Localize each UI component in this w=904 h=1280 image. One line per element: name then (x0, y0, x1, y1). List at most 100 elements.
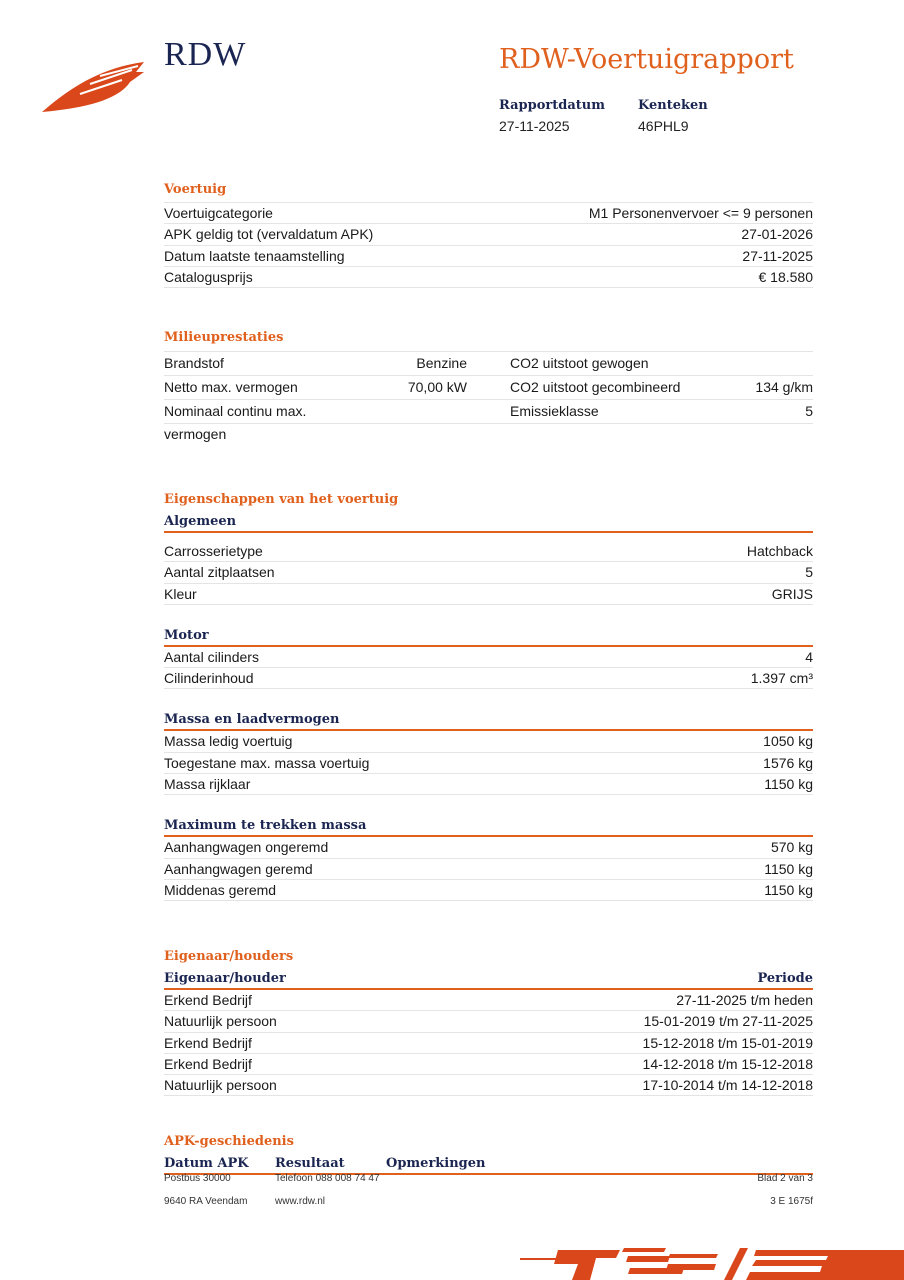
table-row: Aantal cilinders 4 (164, 647, 813, 669)
row-value: 5 (805, 564, 813, 581)
table-row: Netto max. vermogen 70,00 kW CO2 uitstoot … (164, 376, 813, 400)
row-value (344, 400, 467, 446)
row-label: Natuurlijk persoon (164, 1013, 277, 1030)
footer-code: 3 E 1675f (770, 1196, 813, 1207)
row-value: GRIJS (771, 585, 813, 602)
row-label: Voertuigcategorie (164, 205, 273, 221)
row-label: APK geldig tot (vervaldatum APK) (164, 226, 374, 243)
apk-header: Datum APK Resultaat Opmerkingen (164, 1155, 813, 1175)
row-value: 15-12-2018 t/m 15-01-2019 (642, 1034, 813, 1051)
footer-address1: Postbus 30000 (164, 1173, 231, 1184)
row-label: Aantal zitplaatsen (164, 564, 275, 581)
property-group: Motor Aantal cilinders 4 Cilinderinhoud 1.39… (164, 627, 813, 690)
section-title: APK-geschiedenis (164, 1134, 294, 1149)
row-value: 1050 kg (763, 733, 813, 750)
row-value-2: 5 (805, 403, 813, 419)
row-label: Erkend Bedrijf (164, 1034, 252, 1051)
table-row: Voertuigcategorie M1 Personenvervoer <= 9… (164, 202, 813, 225)
table-row: Toegestane max. massa voertuig 1576 kg (164, 753, 813, 775)
spacer (467, 400, 510, 446)
table-row: Massa rijklaar 1150 kg (164, 774, 813, 796)
apk-result-column-header: Resultaat (275, 1156, 345, 1171)
section-title: Milieuprestaties (164, 330, 284, 345)
row-label: Cilinderinhoud (164, 670, 254, 687)
row-label: Aantal cilinders (164, 648, 259, 665)
row-value: 570 kg (770, 839, 813, 856)
rdw-stripes-logo-icon (520, 1248, 904, 1280)
report-date-label: Rapportdatum (499, 98, 605, 113)
section-title: Eigenschappen van het voertuig (164, 492, 399, 507)
table-row: Carrosserietype Hatchback (164, 541, 813, 563)
section-eigenaar: Eigenaar/houders Eigenaar/houder Periode… (164, 949, 813, 1097)
table-row: Aanhangwagen geremd 1150 kg (164, 859, 813, 880)
row-value: 1150 kg (764, 776, 813, 793)
row-value: 27-11-2025 t/m heden (676, 992, 813, 1008)
plate-value: 46PHL9 (638, 118, 689, 134)
row-value: 27-11-2025 (742, 247, 813, 264)
group-title: Motor (164, 627, 813, 647)
footer-website[interactable]: www.rdw.nl (275, 1196, 326, 1207)
row-label: Toegestane max. massa voertuig (164, 754, 370, 771)
row-label: Datum laatste tenaamstelling (164, 247, 345, 264)
table-row: Kleur GRIJS (164, 584, 813, 605)
group-title: Algemeen (164, 513, 813, 533)
row-value: 70,00 kW (407, 379, 467, 395)
brand-name: RDW (164, 36, 247, 73)
spacer (467, 352, 510, 375)
group-title: Massa en laadvermogen (164, 711, 813, 732)
row-value: Hatchback (746, 543, 813, 559)
table-row: Brandstof Benzine CO2 uitstoot gewogen (164, 352, 813, 376)
row-value: 1576 kg (763, 754, 813, 771)
row-label: Aanhangwagen geremd (164, 860, 313, 877)
row-label: Carrosserietype (164, 543, 263, 559)
table-row: Aantal zitplaatsen 5 (164, 562, 813, 584)
spacer (467, 376, 510, 399)
row-label: Aanhangwagen ongeremd (164, 839, 329, 856)
rdw-feather-logo-icon (42, 62, 144, 112)
table-row: Natuurlijk persoon 15-01-2019 t/m 27-11-2… (164, 1011, 813, 1033)
period-column-header: Periode (757, 971, 813, 986)
section-eigenschappen: Eigenschappen van het voertuig Algemeen C… (164, 492, 813, 902)
row-label-2: Emissieklasse (510, 403, 599, 419)
row-label-2: CO2 uitstoot gewogen (510, 355, 649, 371)
row-value: 15-01-2019 t/m 27-11-2025 (643, 1013, 813, 1030)
table-row: Erkend Bedrijf 14-12-2018 t/m 15-12-2018 (164, 1054, 813, 1076)
table-row: Natuurlijk persoon 17-10-2014 t/m 14-12-2… (164, 1075, 813, 1097)
row-label: Netto max. vermogen (164, 379, 298, 395)
section-milieu: Milieuprestaties Brandstof Benzine CO2 uit… (164, 330, 813, 442)
footer-page-number: Blad 2 van 3 (757, 1173, 813, 1184)
property-group: Algemeen Carrosserietype Hatchback Aantal z… (164, 513, 813, 605)
row-label: Nominaal continu max. vermogen (164, 403, 307, 442)
row-label: Massa ledig voertuig (164, 733, 293, 750)
row-value: 1150 kg (764, 860, 813, 877)
row-label: Erkend Bedrijf (164, 1055, 252, 1072)
section-apk: APK-geschiedenis Datum APK Resultaat Opm… (164, 1135, 813, 1175)
row-label: Kleur (164, 585, 197, 602)
row-value-2: 134 g/km (755, 379, 813, 395)
row-value: 4 (805, 648, 813, 665)
table-row: Middenas geremd 1150 kg (164, 880, 813, 902)
property-group: Maximum te trekken massa Aanhangwagen ong… (164, 817, 813, 902)
table-row: Cilinderinhoud 1.397 cm³ (164, 668, 813, 690)
row-value: 17-10-2014 t/m 14-12-2018 (642, 1077, 813, 1094)
table-row: Aanhangwagen ongeremd 570 kg (164, 837, 813, 859)
row-value: 14-12-2018 t/m 15-12-2018 (642, 1055, 813, 1072)
row-value: 1150 kg (764, 881, 813, 898)
table-row: Nominaal continu max. vermogen Emissiekla… (164, 400, 813, 442)
apk-remarks-column-header: Opmerkingen (386, 1156, 486, 1171)
table-row: Datum laatste tenaamstelling 27-11-2025 (164, 246, 813, 267)
section-title: Eigenaar/houders (164, 949, 294, 964)
row-label: Erkend Bedrijf (164, 992, 252, 1008)
owner-column-header: Eigenaar/houder (164, 971, 286, 986)
apk-date-column-header: Datum APK (164, 1156, 249, 1171)
row-label: Brandstof (164, 355, 224, 371)
owners-header: Eigenaar/houder Periode (164, 970, 813, 990)
row-label: Massa rijklaar (164, 776, 251, 793)
table-row: Catalogusprijs € 18.580 (164, 267, 813, 289)
footer-address2: 9640 RA Veendam (164, 1196, 248, 1207)
footer-phone: Telefoon 088 008 74 47 (275, 1173, 380, 1184)
group-title: Maximum te trekken massa (164, 817, 813, 838)
row-label: Middenas geremd (164, 881, 277, 898)
section-voertuig: Voertuig Voertuigcategorie M1 Personenver… (164, 183, 813, 289)
table-row: Erkend Bedrijf 27-11-2025 t/m heden (164, 990, 813, 1012)
